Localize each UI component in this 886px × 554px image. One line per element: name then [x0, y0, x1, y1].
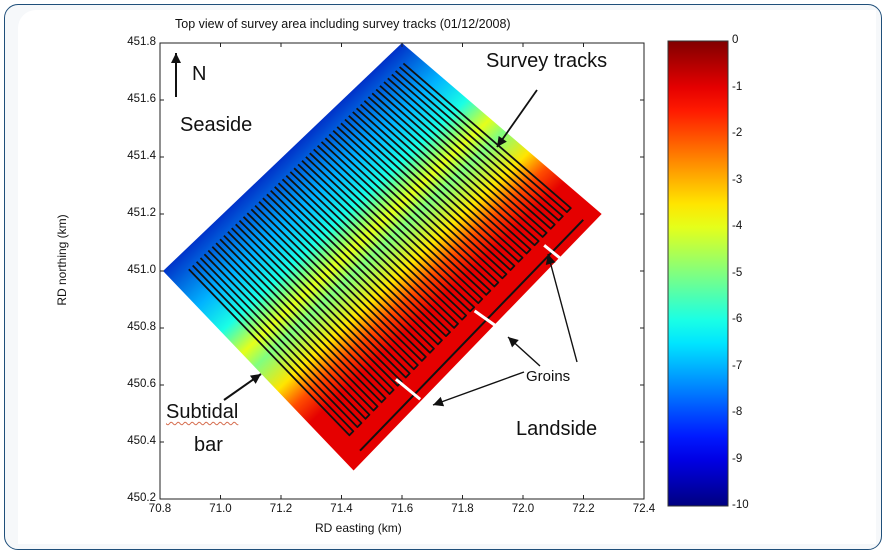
groins-arrow-3 — [545, 253, 578, 363]
groins-label: Groins — [526, 368, 571, 385]
y-tick-label: 450.8 — [127, 321, 156, 333]
y-tick-label: 450.6 — [127, 378, 156, 390]
landside-label: Landside — [516, 418, 598, 440]
north-arrow-icon — [171, 53, 181, 97]
colorbar-tick-label: -3 — [732, 173, 743, 186]
x-tick-label: 72.2 — [572, 503, 595, 515]
colorbar-tick-label: -10 — [732, 499, 749, 511]
x-tick-label: 72.0 — [511, 503, 535, 515]
y-tick-label: 451.2 — [127, 207, 156, 219]
y-tick-label: 450.4 — [127, 435, 156, 447]
x-tick-label: 70.8 — [148, 503, 172, 515]
groins — [394, 244, 567, 401]
groin-2 — [473, 309, 500, 330]
colorbar-tick-label: -5 — [732, 266, 743, 279]
groins-arrow-1 — [432, 371, 525, 407]
x-tick-label: 71.2 — [269, 503, 293, 515]
colorbar-tick-label: 0 — [732, 34, 739, 46]
y-tick-label: 451.0 — [127, 264, 156, 276]
chart-title: Top view of survey area including survey… — [175, 17, 511, 31]
y-tick-label: 451.6 — [127, 93, 156, 105]
y-tick-label: 450.2 — [127, 492, 156, 504]
groins-arrow-2 — [507, 336, 541, 367]
bar-label: bar — [194, 434, 223, 456]
x-axis-label: RD easting (km) — [315, 521, 402, 535]
x-tick-label: 71.0 — [209, 503, 232, 515]
colorbar-tick-label: -1 — [732, 80, 743, 93]
groin-3 — [543, 244, 567, 264]
x-tick-label: 71.8 — [451, 503, 474, 515]
colorbar-tick-label: -8 — [732, 406, 743, 418]
y-tick-label: 451.4 — [127, 150, 156, 162]
colorbar — [667, 40, 729, 507]
x-tick-label: 72.4 — [632, 503, 656, 515]
colorbar-tick-label: -7 — [732, 359, 743, 372]
subtidal-arrow — [223, 373, 262, 401]
survey-area-bathymetry — [163, 43, 602, 471]
colorbar-tick-label: -6 — [732, 313, 743, 325]
y-tick-label: 451.8 — [127, 36, 156, 48]
groin-1 — [394, 378, 422, 401]
survey-tracks-arrow — [496, 89, 538, 148]
x-tick-label: 71.4 — [330, 503, 353, 515]
subtidal-label: Subtidal — [166, 401, 239, 423]
x-tick-label: 71.6 — [390, 503, 414, 515]
annotation-arrows — [171, 53, 578, 407]
colorbar-tick-label: -9 — [732, 452, 743, 465]
survey-tracks-label: Survey tracks — [486, 50, 608, 72]
seaside-label: Seaside — [180, 114, 253, 136]
north-label: N — [192, 63, 207, 85]
colorbar-tick-label: -4 — [732, 220, 743, 232]
landside-track-line — [359, 219, 584, 452]
colorbar-tick-label: -2 — [732, 127, 743, 139]
